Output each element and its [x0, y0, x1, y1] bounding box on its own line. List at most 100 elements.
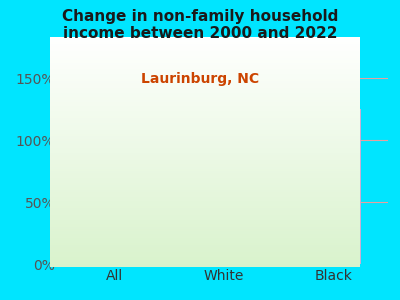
Bar: [50, 150, 360, 153]
Bar: [50, 233, 360, 236]
Bar: [50, 120, 360, 123]
Bar: [197, 181, 251, 264]
Text: Laurinburg, NC: Laurinburg, NC: [141, 72, 259, 86]
Bar: [50, 79, 360, 81]
Bar: [50, 49, 360, 51]
Bar: [50, 220, 360, 222]
Bar: [50, 134, 360, 136]
Bar: [50, 148, 360, 150]
Bar: [50, 113, 360, 116]
Bar: [50, 215, 360, 217]
Bar: [50, 185, 360, 187]
Bar: [50, 217, 360, 220]
Bar: [50, 238, 360, 240]
Bar: [50, 183, 360, 185]
Bar: [50, 236, 360, 238]
Bar: [50, 171, 360, 173]
Bar: [50, 203, 360, 206]
Bar: [50, 187, 360, 190]
Bar: [306, 109, 361, 264]
Bar: [50, 118, 360, 120]
Bar: [50, 76, 360, 79]
Bar: [50, 157, 360, 160]
Bar: [50, 245, 360, 248]
Bar: [50, 93, 360, 95]
Bar: [50, 42, 360, 44]
Bar: [50, 44, 360, 46]
Bar: [50, 155, 360, 157]
Bar: [50, 130, 360, 132]
Bar: [50, 229, 360, 231]
Bar: [50, 160, 360, 162]
Bar: [50, 167, 360, 169]
Bar: [50, 248, 360, 250]
Bar: [50, 222, 360, 224]
Bar: [50, 90, 360, 93]
Bar: [50, 266, 360, 268]
Bar: [50, 250, 360, 252]
Bar: [50, 208, 360, 210]
Bar: [50, 86, 360, 88]
Bar: [50, 178, 360, 180]
Bar: [50, 63, 360, 65]
Bar: [50, 104, 360, 106]
Bar: [50, 254, 360, 256]
Bar: [50, 141, 360, 143]
Bar: [50, 231, 360, 233]
Bar: [50, 40, 360, 42]
Bar: [50, 153, 360, 155]
Bar: [50, 176, 360, 178]
Bar: [50, 201, 360, 203]
Bar: [50, 164, 360, 167]
Bar: [50, 97, 360, 100]
Bar: [50, 70, 360, 72]
Bar: [50, 81, 360, 83]
Bar: [50, 58, 360, 60]
Bar: [50, 146, 360, 148]
Bar: [50, 72, 360, 74]
Bar: [50, 65, 360, 67]
Bar: [50, 162, 360, 164]
Bar: [50, 127, 360, 130]
Bar: [50, 53, 360, 56]
Bar: [50, 143, 360, 146]
Bar: [50, 37, 360, 40]
Bar: [50, 51, 360, 53]
Bar: [50, 111, 360, 113]
Bar: [50, 116, 360, 118]
Bar: [50, 240, 360, 243]
Bar: [50, 132, 360, 134]
Bar: [50, 210, 360, 213]
Bar: [50, 173, 360, 176]
Bar: [50, 74, 360, 76]
Bar: [50, 139, 360, 141]
Bar: [87, 198, 142, 264]
Bar: [50, 243, 360, 245]
Bar: [50, 136, 360, 139]
Bar: [50, 194, 360, 196]
Bar: [50, 125, 360, 127]
Bar: [50, 263, 360, 266]
Text: City-Data.com: City-Data.com: [252, 112, 341, 125]
Bar: [50, 180, 360, 183]
Bar: [50, 56, 360, 58]
Bar: [50, 83, 360, 86]
Text: Change in non-family household
income between 2000 and 2022: Change in non-family household income be…: [62, 9, 338, 41]
Bar: [50, 196, 360, 199]
Bar: [50, 95, 360, 97]
Bar: [50, 102, 360, 104]
Bar: [50, 109, 360, 111]
Bar: [50, 106, 360, 109]
Bar: [50, 169, 360, 171]
Bar: [50, 226, 360, 229]
Bar: [50, 259, 360, 261]
Bar: [50, 199, 360, 201]
Bar: [50, 192, 360, 194]
Bar: [50, 67, 360, 70]
Bar: [50, 224, 360, 226]
Bar: [50, 46, 360, 49]
Bar: [50, 88, 360, 90]
Bar: [50, 206, 360, 208]
Bar: [50, 60, 360, 63]
Bar: [50, 252, 360, 254]
